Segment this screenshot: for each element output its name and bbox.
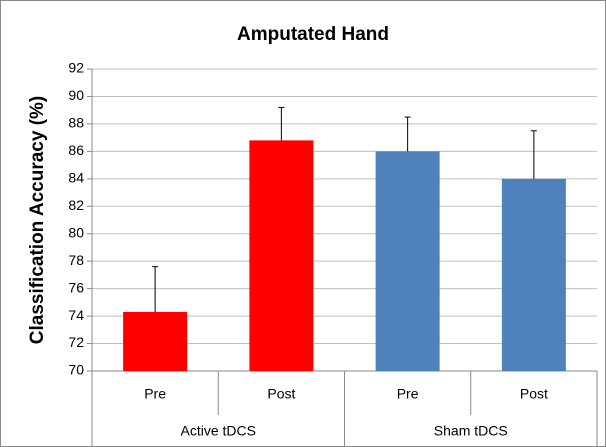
y-tick-label: 88 [68,115,84,131]
x-tick-label: Post [520,386,548,402]
y-axis-label: Classification Accuracy (%) [27,96,48,345]
y-tick-label: 78 [68,252,84,268]
y-tick-label: 82 [68,197,84,213]
y-tick-label: 80 [68,224,84,240]
y-tick-label: 72 [68,334,84,350]
y-tick-label: 76 [68,279,84,295]
group-label: Sham tDCS [434,423,508,439]
y-tick-label: 70 [68,362,84,378]
bar [501,178,566,371]
y-tick-label: 92 [68,60,84,76]
chart-title: Amputated Hand [237,24,389,45]
group-label: Active tDCS [181,423,256,439]
x-tick-label: Pre [397,386,419,402]
bar [123,311,188,371]
x-tick-label: Pre [144,386,166,402]
bar [375,151,440,371]
y-tick-label: 90 [68,87,84,103]
y-tick-label: 74 [68,307,84,323]
y-tick-label: 84 [68,170,84,186]
y-tick-label: 86 [68,142,84,158]
x-tick-label: Post [267,386,295,402]
bar [249,140,314,371]
